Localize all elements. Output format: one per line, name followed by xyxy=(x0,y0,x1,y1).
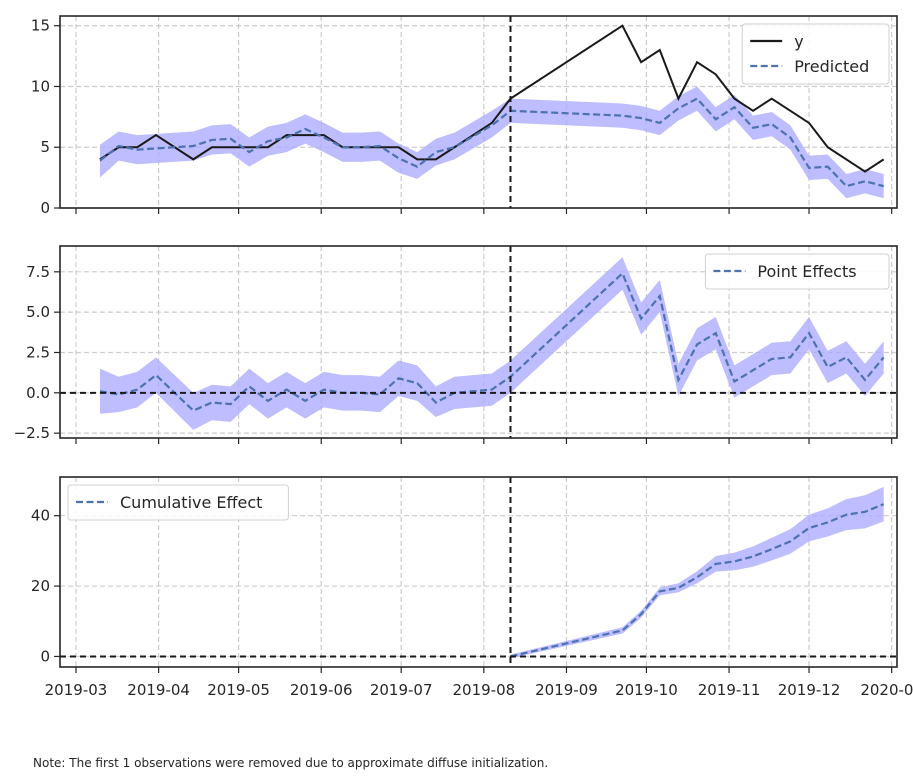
x-tick-label: 2019-10 xyxy=(615,681,678,699)
y-tick-label: 0 xyxy=(40,647,50,665)
y-tick-label: 15 xyxy=(31,17,50,35)
confidence-band xyxy=(99,257,884,430)
x-tick-label: 2019-03 xyxy=(45,681,108,699)
x-tick-label: 2019-06 xyxy=(290,681,353,699)
axes-frame xyxy=(59,476,898,668)
x-tick-label: 2019-09 xyxy=(535,681,598,699)
y-tick-label: 10 xyxy=(31,77,50,95)
legend-label: Predicted xyxy=(794,57,869,76)
y-tick-label: 2.5 xyxy=(26,343,50,361)
legend: Cumulative Effect xyxy=(67,484,289,521)
legend-box xyxy=(741,23,890,85)
y-tick-label: −2.5 xyxy=(14,424,50,442)
y-tick-label: 40 xyxy=(31,507,50,525)
x-tick-label: 2019-11 xyxy=(698,681,761,699)
axes-frame xyxy=(59,15,898,209)
legend-label: Point Effects xyxy=(757,262,856,281)
legend: Point Effects xyxy=(704,253,890,290)
x-tick-label: 2019-04 xyxy=(127,681,190,699)
legend-box xyxy=(67,484,289,521)
x-tick-label: 2020-01 xyxy=(860,681,913,699)
x-tick-label: 2019-05 xyxy=(207,681,270,699)
y-tick-label: 5 xyxy=(40,138,50,156)
series-line-y xyxy=(99,24,885,173)
series-line-point-effects xyxy=(99,271,885,412)
footnote: Note: The first 1 observations were remo… xyxy=(33,756,549,770)
panel-observed-vs-predicted: 0 5 10 15 y Predicted xyxy=(31,15,898,217)
legend-label: Cumulative Effect xyxy=(120,493,262,512)
panel-point-effects: −2.5 0.0 2.5 5.0 7.5 Point Effects xyxy=(14,245,898,444)
series-line-predicted xyxy=(99,97,884,188)
y-tick-label: 0 xyxy=(40,199,50,217)
legend-label: y xyxy=(794,32,803,51)
axes-frame xyxy=(59,245,898,439)
y-tick-label: 0.0 xyxy=(26,384,50,402)
legend: y Predicted xyxy=(741,23,890,85)
confidence-band xyxy=(510,486,884,659)
legend-box xyxy=(704,253,890,290)
x-tick-label: 2019-08 xyxy=(452,681,515,699)
confidence-band xyxy=(99,86,884,199)
y-tick-label: 7.5 xyxy=(26,263,50,281)
y-tick-label: 5.0 xyxy=(26,303,50,321)
y-tick-label: 20 xyxy=(31,577,50,595)
series-line-cumulative-effect xyxy=(510,503,885,658)
x-tick-label: 2019-12 xyxy=(778,681,841,699)
panel-cumulative-effect: 0 20 40 2019-03 2019-04 2019-05 2019-06 2019-07… xyxy=(31,476,913,699)
x-tick-label: 2019-07 xyxy=(370,681,433,699)
